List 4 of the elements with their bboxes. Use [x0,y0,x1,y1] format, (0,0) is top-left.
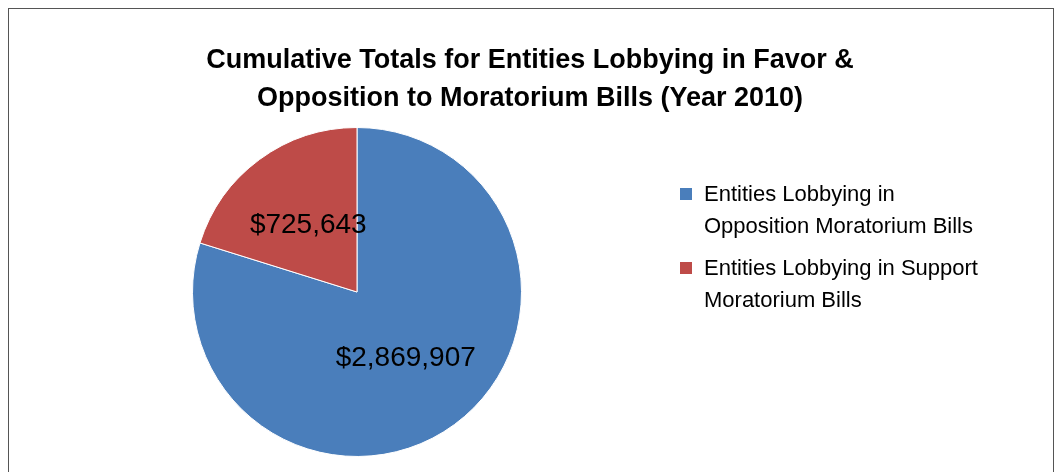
legend-label: Entities Lobbying in Opposition Moratorium Bills [704,180,974,240]
chart-title: Cumulative Totals for Entities Lobbying in Favor & Opposition to Moratorium Bills (Year 2010) [205,43,855,114]
data-label: $2,869,907 [335,340,476,372]
legend-label: Entities Lobbying in Support Moratorium Bills [704,254,979,314]
